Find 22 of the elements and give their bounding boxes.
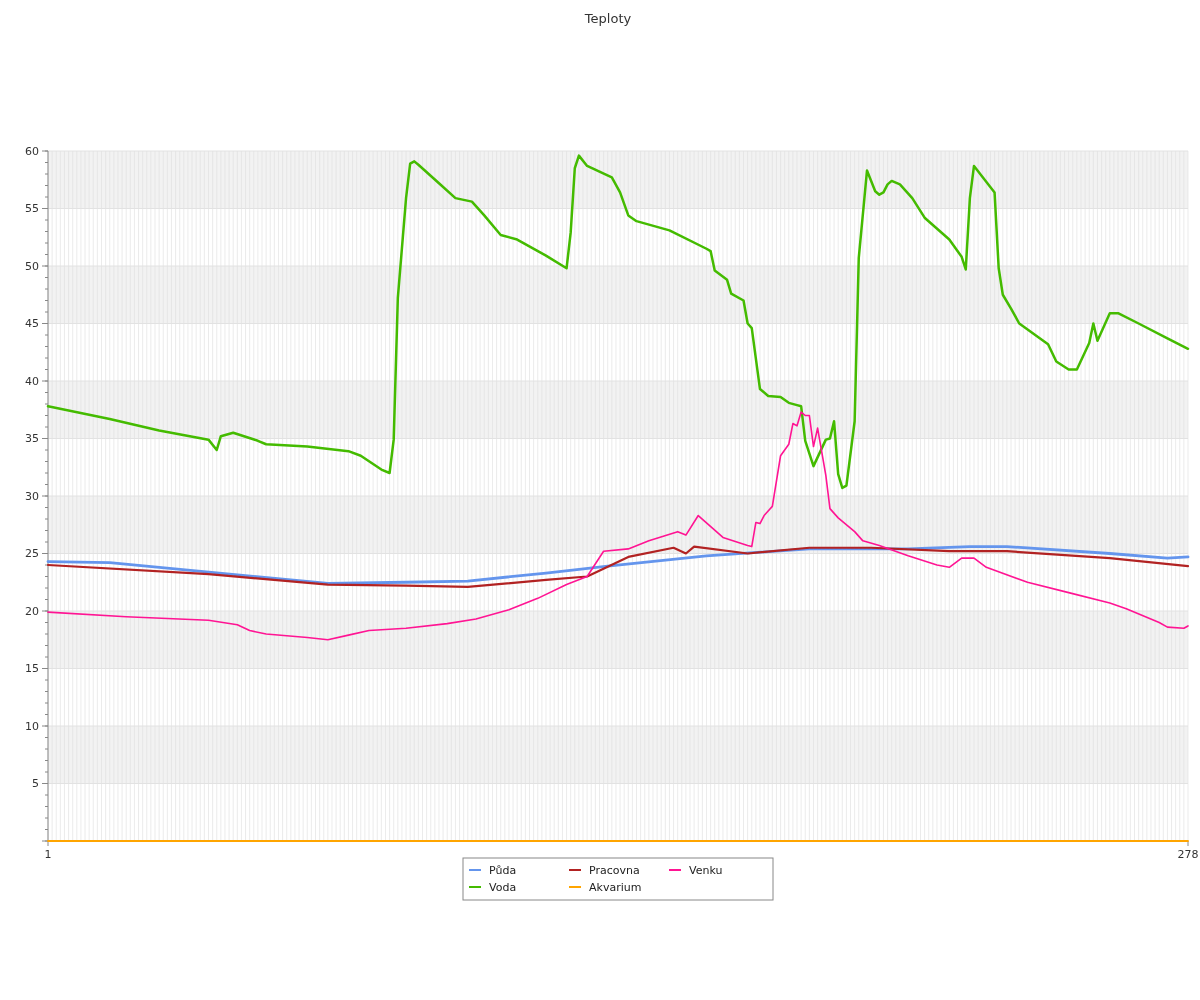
chart-title: Teploty xyxy=(583,11,632,26)
legend-label: Půda xyxy=(489,863,517,877)
line-series xyxy=(47,411,1189,641)
legend-label: Akvarium xyxy=(589,880,642,894)
legend-label: Voda xyxy=(489,880,517,894)
y-tick-label: 35 xyxy=(25,432,39,446)
y-tick-label: 5 xyxy=(32,777,39,791)
y-tick-label: 30 xyxy=(25,489,39,503)
y-tick-label: 55 xyxy=(25,202,39,216)
y-tick-label: 45 xyxy=(25,317,39,331)
y-tick-label: 50 xyxy=(25,259,39,273)
y-tick-label: 15 xyxy=(25,662,39,676)
y-tick-label: 10 xyxy=(25,719,39,733)
legend-label: Pracovna xyxy=(589,863,640,877)
y-tick-label: 20 xyxy=(25,604,39,618)
x-tick-label: 278 xyxy=(1177,848,1199,861)
x-tick-label: 1 xyxy=(44,848,52,861)
y-tick-label: 60 xyxy=(25,144,39,158)
legend-label: Venku xyxy=(689,863,723,877)
y-tick-label: 25 xyxy=(25,547,39,561)
y-tick-label: 40 xyxy=(25,374,39,388)
line-series xyxy=(46,154,1190,490)
